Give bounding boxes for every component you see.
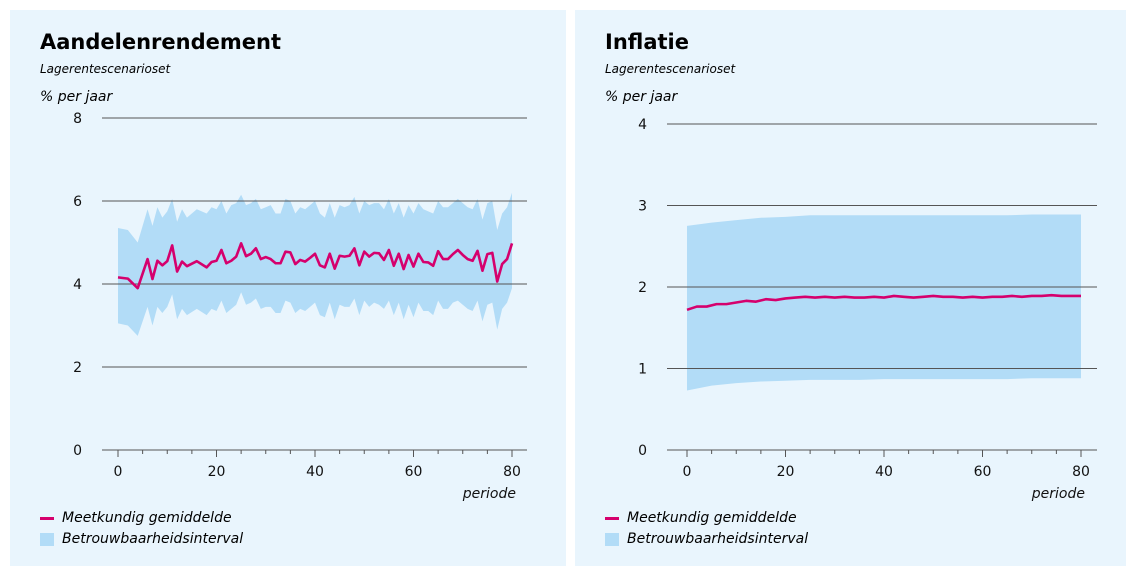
legend-item-band: Betrouwbaarheidsinterval xyxy=(40,531,243,547)
legend-item-band: Betrouwbaarheidsinterval xyxy=(605,531,808,547)
chart-subtitle: Lagerentescenarioset xyxy=(605,62,736,76)
x-axis-label: periode xyxy=(462,486,516,502)
legend-line-swatch xyxy=(605,516,619,520)
x-tick-label: 80 xyxy=(503,464,521,480)
x-tick-label: 20 xyxy=(777,464,795,480)
legend-line-swatch xyxy=(40,516,54,520)
x-axis-label: periode xyxy=(1031,486,1085,502)
x-tick-label: 60 xyxy=(974,464,992,480)
y-tick-label: 0 xyxy=(73,443,82,459)
x-tick-label: 40 xyxy=(306,464,324,480)
legend-label-line: Meetkundig gemiddelde xyxy=(627,510,797,526)
mean-line xyxy=(117,242,514,290)
chart-subtitle: Lagerentescenarioset xyxy=(40,62,171,76)
y-tick-label: 8 xyxy=(73,111,82,127)
legend-item-line: Meetkundig gemiddelde xyxy=(40,510,232,526)
legend-label-band: Betrouwbaarheidsinterval xyxy=(62,531,244,547)
y-axis-unit: % per jaar xyxy=(605,89,678,105)
legend-item-line: Meetkundig gemiddelde xyxy=(605,510,797,526)
y-axis-unit: % per jaar xyxy=(40,89,113,105)
chart-title: Inflatie xyxy=(605,30,689,54)
chart-panel-inflatie: Inflatie Lagerentescenarioset % per jaar… xyxy=(575,10,1126,566)
y-tick-label: 1 xyxy=(638,362,647,378)
legend-label-line: Meetkundig gemiddelde xyxy=(62,510,232,526)
chart-panel-aandelenrendement: Aandelenrendement Lagerentescenarioset %… xyxy=(10,10,566,566)
x-tick-label: 0 xyxy=(114,464,123,480)
confidence-band xyxy=(687,214,1081,391)
y-tick-label: 3 xyxy=(638,199,647,215)
y-tick-label: 2 xyxy=(638,280,647,296)
legend-band-swatch xyxy=(605,532,619,546)
y-tick-label: 2 xyxy=(73,360,82,376)
x-tick-label: 20 xyxy=(208,464,226,480)
mean-line xyxy=(686,293,1081,312)
legend-band-swatch xyxy=(40,532,54,546)
confidence-band xyxy=(118,192,512,336)
chart-title: Aandelenrendement xyxy=(40,30,281,54)
x-tick-label: 40 xyxy=(875,464,893,480)
y-tick-label: 0 xyxy=(638,443,647,459)
y-tick-label: 6 xyxy=(73,194,82,210)
y-tick-label: 4 xyxy=(638,117,647,133)
x-tick-label: 80 xyxy=(1072,464,1090,480)
x-tick-label: 0 xyxy=(683,464,692,480)
y-tick-label: 4 xyxy=(73,277,82,293)
legend-label-band: Betrouwbaarheidsinterval xyxy=(627,531,809,547)
x-tick-label: 60 xyxy=(405,464,423,480)
